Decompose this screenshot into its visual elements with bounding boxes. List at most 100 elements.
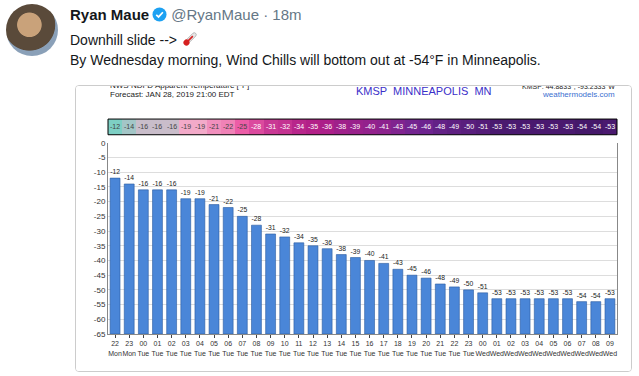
svg-text:-36: -36	[322, 239, 332, 246]
svg-text:-36: -36	[322, 124, 332, 131]
svg-text:06Wed: 06Wed	[560, 340, 574, 356]
svg-text:-45: -45	[94, 271, 106, 280]
svg-text:03Tue: 03Tue	[180, 340, 192, 356]
svg-text:-16: -16	[167, 124, 177, 131]
svg-text:-46: -46	[421, 124, 431, 131]
svg-text:-16: -16	[167, 180, 177, 187]
svg-text:-21: -21	[209, 195, 219, 202]
svg-text:-54: -54	[577, 292, 587, 299]
svg-text:05Tue: 05Tue	[208, 340, 220, 356]
svg-text:-53: -53	[548, 124, 558, 131]
svg-text:10Tue: 10Tue	[279, 340, 291, 356]
svg-text:00Tue: 00Tue	[137, 340, 149, 356]
svg-text:-19: -19	[195, 189, 205, 196]
svg-text:KMSP MINNEAPOLIS MN: KMSP MINNEAPOLIS MN	[356, 86, 492, 97]
svg-text:-28: -28	[252, 215, 262, 222]
svg-text:-53: -53	[506, 124, 516, 131]
svg-text:-41: -41	[379, 124, 389, 131]
svg-text:-31: -31	[266, 224, 276, 231]
svg-text:-19: -19	[195, 124, 205, 131]
svg-text:18Tue: 18Tue	[392, 340, 404, 356]
svg-text:-15: -15	[94, 183, 106, 192]
svg-text:-51: -51	[478, 124, 488, 131]
svg-text:19Tue: 19Tue	[406, 340, 418, 356]
svg-text:-41: -41	[379, 253, 389, 260]
svg-text:02Wed: 02Wed	[504, 340, 518, 356]
svg-text:08Wed: 08Wed	[589, 340, 603, 356]
svg-text:-60: -60	[94, 315, 106, 324]
svg-text:-19: -19	[181, 189, 191, 196]
svg-text:-53: -53	[563, 124, 573, 131]
svg-text:23Tue: 23Tue	[463, 340, 475, 356]
svg-text:04Wed: 04Wed	[532, 340, 546, 356]
svg-text:-53: -53	[520, 289, 530, 296]
svg-text:-35: -35	[94, 242, 106, 251]
svg-text:07Tue: 07Tue	[236, 340, 248, 356]
svg-text:-40: -40	[365, 250, 375, 257]
svg-text:-48: -48	[435, 124, 445, 131]
svg-text:-45: -45	[407, 265, 417, 272]
svg-text:-35: -35	[308, 124, 318, 131]
svg-text:17Tue: 17Tue	[378, 340, 390, 356]
svg-text:-54: -54	[591, 292, 601, 299]
svg-text:-43: -43	[393, 124, 403, 131]
svg-text:-12: -12	[110, 168, 120, 175]
svg-text:-53: -53	[605, 289, 615, 296]
svg-text:-22: -22	[223, 124, 233, 131]
svg-text:22Mon: 22Mon	[108, 340, 122, 356]
svg-text:-40: -40	[365, 124, 375, 131]
svg-text:12Tue: 12Tue	[307, 340, 319, 356]
svg-text:09Wed: 09Wed	[603, 340, 617, 356]
svg-text:-20: -20	[94, 197, 106, 206]
svg-text:-51: -51	[478, 283, 488, 290]
svg-text:Forecast: JAN 28, 2019 21:00 E: Forecast: JAN 28, 2019 21:00 EDT	[110, 90, 235, 99]
svg-text:01Wed: 01Wed	[490, 340, 504, 356]
svg-text:01Tue: 01Tue	[152, 340, 164, 356]
svg-text:05Wed: 05Wed	[546, 340, 560, 356]
svg-text:-65: -65	[94, 330, 106, 339]
svg-text:-53: -53	[492, 124, 502, 131]
svg-text:-14: -14	[124, 174, 134, 181]
svg-text:-25: -25	[237, 124, 247, 131]
svg-text:-5: -5	[98, 153, 106, 162]
svg-text:-21: -21	[209, 124, 219, 131]
svg-text:-48: -48	[435, 274, 445, 281]
svg-text:-54: -54	[591, 124, 601, 131]
svg-text:-50: -50	[464, 124, 474, 131]
svg-text:-30: -30	[94, 227, 106, 236]
svg-text:-46: -46	[421, 268, 431, 275]
svg-text:20Tue: 20Tue	[420, 340, 432, 356]
svg-text:-49: -49	[449, 124, 459, 131]
svg-text:-40: -40	[94, 256, 106, 265]
svg-text:22Tue: 22Tue	[448, 340, 460, 356]
svg-text:-39: -39	[350, 124, 360, 131]
svg-text:-49: -49	[449, 277, 459, 284]
svg-text:-53: -53	[492, 289, 502, 296]
svg-text:-16: -16	[152, 124, 162, 131]
svg-text:0: 0	[101, 139, 106, 148]
svg-text:-19: -19	[181, 124, 191, 131]
svg-text:-16: -16	[138, 180, 148, 187]
svg-text:-50: -50	[94, 286, 106, 295]
svg-text:-12: -12	[110, 124, 120, 131]
svg-text:-38: -38	[336, 124, 346, 131]
svg-text:-53: -53	[605, 124, 615, 131]
svg-text:-25: -25	[94, 212, 106, 221]
svg-text:21Tue: 21Tue	[434, 340, 446, 356]
svg-text:-39: -39	[350, 248, 360, 255]
svg-text:-53: -53	[534, 124, 544, 131]
svg-text:04Tue: 04Tue	[194, 340, 206, 356]
svg-text:-28: -28	[251, 124, 261, 131]
svg-text:09Tue: 09Tue	[265, 340, 277, 356]
svg-text:-35: -35	[308, 236, 318, 243]
svg-text:NWS NDFD Apparent Temperature: NWS NDFD Apparent Temperature [°F]	[110, 86, 249, 90]
svg-text:weathermodels.com: weathermodels.com	[542, 90, 615, 99]
svg-text:-10: -10	[94, 168, 106, 177]
svg-text:-34: -34	[294, 233, 304, 240]
svg-text:03Wed: 03Wed	[518, 340, 532, 356]
svg-text:-16: -16	[153, 180, 163, 187]
svg-text:-54: -54	[577, 124, 587, 131]
svg-text:KMSP: 44.8833°, -93.2333°W: KMSP: 44.8833°, -93.2333°W	[522, 86, 615, 90]
svg-text:-43: -43	[393, 259, 403, 266]
svg-text:-45: -45	[407, 124, 417, 131]
